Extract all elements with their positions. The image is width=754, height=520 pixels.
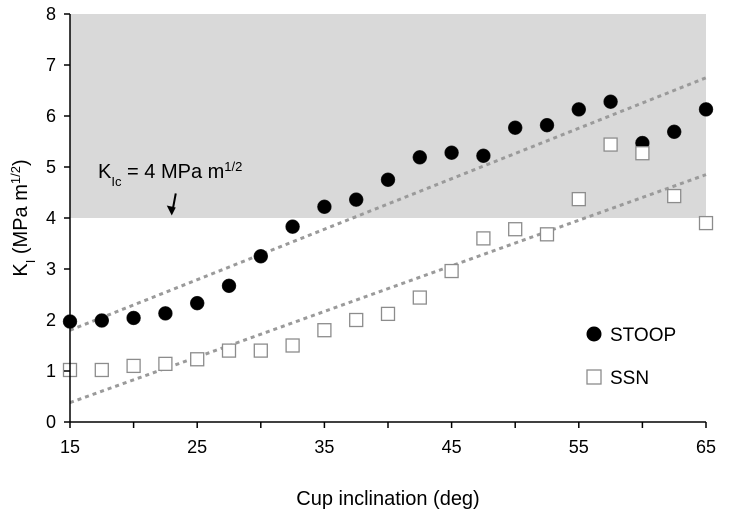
kic-annotation: KIc = 4 MPa m1/2: [98, 159, 242, 189]
data-points: [62, 94, 714, 378]
point-ssn: [94, 362, 109, 378]
legend: STOOP SSN: [586, 325, 676, 389]
axes: [64, 13, 707, 428]
trendlines: [69, 76, 707, 405]
point-ssn: [412, 290, 427, 305]
point-stoop: [698, 102, 714, 117]
y-tick-label: 1: [46, 361, 56, 381]
point-ssn: [253, 343, 268, 358]
point-stoop: [507, 120, 523, 135]
y-axis-title-base: K: [10, 263, 32, 277]
kic-annotation-base: K: [98, 161, 112, 183]
point-ssn: [539, 227, 555, 242]
legend-label-stoop: STOOP: [610, 325, 676, 346]
y-tick-label: 5: [46, 157, 56, 177]
y-tick-label: 2: [46, 310, 56, 330]
point-ssn: [317, 323, 332, 338]
x-tick-label: 25: [187, 437, 207, 457]
y-axis-title-close: ): [10, 159, 32, 166]
point-stoop: [253, 249, 269, 264]
point-ssn: [349, 312, 364, 328]
point-stoop: [285, 219, 300, 234]
kic-annotation-sub: Ic: [111, 174, 122, 189]
point-stoop: [412, 150, 428, 165]
y-tick-label: 7: [46, 55, 56, 75]
point-stoop: [348, 192, 364, 207]
point-ssn: [126, 358, 141, 374]
x-tick-label: 65: [696, 437, 716, 457]
point-ssn: [508, 222, 523, 237]
point-ssn: [603, 137, 618, 152]
trendline-stoop: [69, 76, 707, 332]
point-ssn: [635, 146, 650, 161]
point-ssn: [444, 263, 459, 279]
y-tick-label: 0: [46, 412, 56, 432]
kic-annotation-rest: = 4 MPa m: [121, 161, 224, 183]
point-ssn: [476, 231, 491, 246]
y-tick-label: 3: [46, 259, 56, 279]
legend-marker-ssn: [586, 369, 602, 385]
point-ssn: [158, 356, 173, 372]
x-tick-label: 55: [569, 437, 589, 457]
y-tick-label: 6: [46, 106, 56, 126]
point-ssn: [221, 343, 237, 358]
point-stoop: [221, 278, 237, 294]
point-stoop: [444, 145, 459, 160]
point-ssn: [571, 191, 586, 207]
x-tick-label: 45: [442, 437, 462, 457]
x-tick-label: 35: [314, 437, 334, 457]
trendline-ssn: [69, 173, 707, 405]
point-stoop: [158, 306, 173, 321]
point-ssn: [190, 352, 205, 367]
y-axis-title-sup: 1/2: [8, 166, 23, 184]
y-tick-label: 8: [46, 4, 56, 24]
point-stoop: [94, 313, 110, 328]
shaded-region: [70, 14, 706, 218]
point-stoop: [317, 199, 332, 215]
y-axis-title-rest: (MPa m: [10, 184, 32, 260]
point-stoop: [380, 172, 396, 187]
point-stoop: [666, 124, 682, 140]
y-tick-label: 4: [46, 208, 56, 228]
point-stoop: [189, 295, 205, 311]
kic-annotation-arrowhead: [166, 205, 176, 216]
y-axis-title: KI (MPa m1/2): [8, 159, 38, 276]
legend-label-ssn: SSN: [610, 368, 649, 389]
point-stoop: [571, 102, 587, 117]
y-axis-title-sub: I: [23, 260, 38, 264]
kic-annotation-sup: 1/2: [224, 159, 242, 174]
point-ssn: [380, 306, 396, 322]
point-ssn: [698, 215, 714, 231]
point-stoop: [539, 117, 555, 133]
legend-marker-stoop: [586, 326, 602, 342]
point-stoop: [126, 310, 141, 326]
kic-annotation-arrow: [171, 193, 177, 210]
point-ssn: [667, 188, 682, 204]
point-stoop: [476, 148, 491, 164]
point-ssn: [285, 338, 300, 353]
point-stoop: [603, 94, 618, 109]
x-axis-title: Cup inclination (deg): [296, 488, 479, 510]
x-tick-label: 15: [60, 437, 80, 457]
